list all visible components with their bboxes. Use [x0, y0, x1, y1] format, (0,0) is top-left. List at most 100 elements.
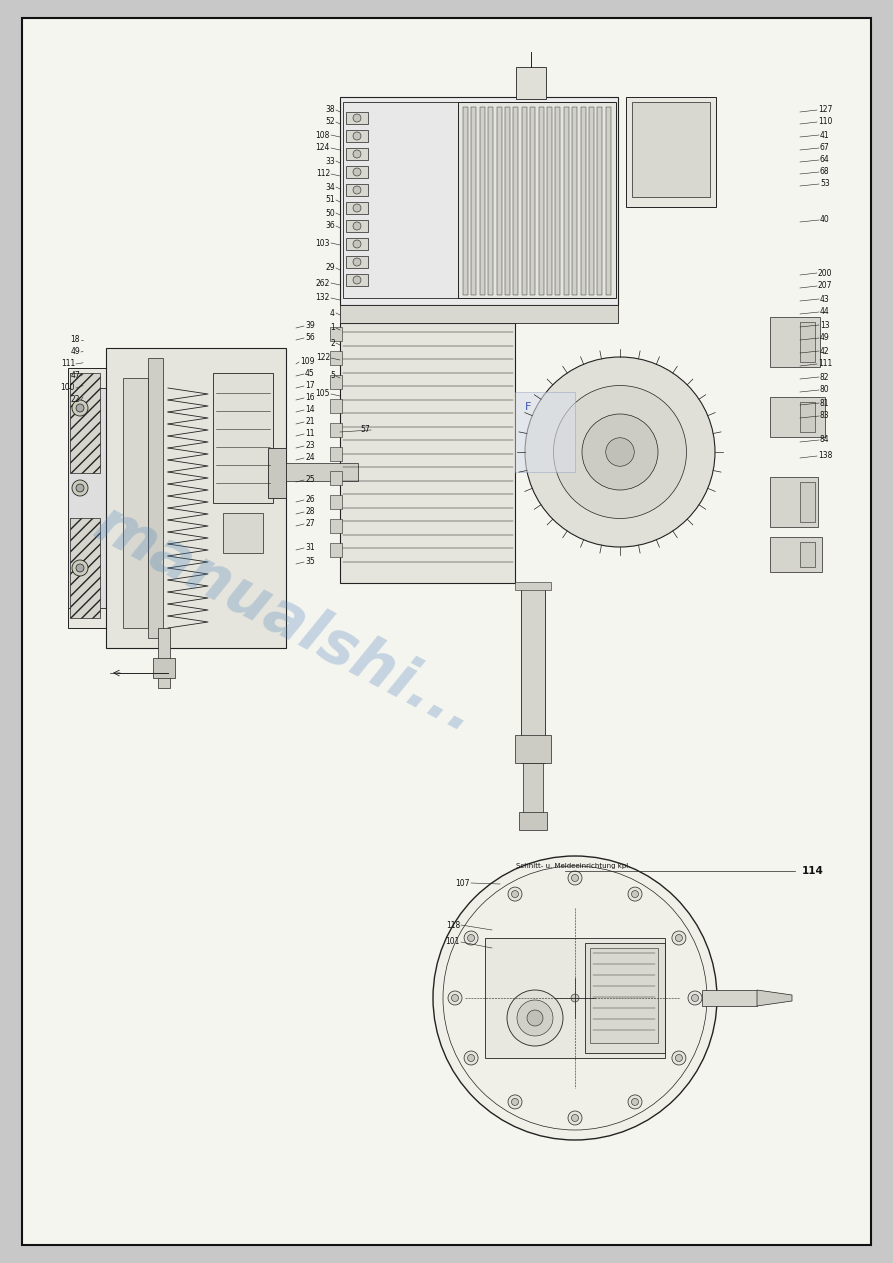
Circle shape — [512, 890, 519, 898]
Bar — [580, 107, 586, 296]
Text: 11: 11 — [305, 429, 314, 438]
Bar — [519, 812, 547, 830]
Text: 45: 45 — [305, 370, 314, 379]
Circle shape — [605, 438, 634, 466]
Circle shape — [691, 994, 698, 1002]
Text: 17: 17 — [305, 381, 314, 390]
Circle shape — [72, 400, 88, 416]
Bar — [800, 402, 815, 432]
Bar — [330, 495, 342, 509]
Bar — [521, 584, 545, 763]
Circle shape — [554, 385, 687, 519]
Bar — [770, 537, 822, 572]
Circle shape — [688, 991, 702, 1005]
Circle shape — [568, 1111, 582, 1125]
Text: 40: 40 — [820, 216, 830, 225]
Circle shape — [76, 484, 84, 493]
Bar — [572, 107, 577, 296]
Text: 118: 118 — [446, 921, 460, 930]
Bar — [770, 397, 825, 437]
Text: 36: 36 — [325, 221, 335, 231]
Bar — [485, 938, 665, 1058]
Bar — [800, 482, 815, 522]
Bar — [605, 107, 611, 296]
Bar — [590, 949, 658, 1043]
Bar — [148, 357, 163, 638]
Bar — [346, 130, 368, 141]
Bar — [213, 373, 273, 503]
Bar — [346, 165, 368, 178]
Text: Schnitt- u. Meldeeinrichtung kpl.: Schnitt- u. Meldeeinrichtung kpl. — [515, 863, 630, 869]
Bar — [346, 184, 368, 196]
Bar — [330, 423, 342, 437]
Circle shape — [517, 1000, 553, 1036]
Circle shape — [525, 357, 715, 547]
Bar — [278, 464, 358, 481]
Bar — [538, 107, 544, 296]
Text: 83: 83 — [820, 412, 830, 421]
Bar — [547, 107, 552, 296]
Text: 68: 68 — [820, 168, 830, 177]
Text: 138: 138 — [818, 451, 832, 461]
Bar — [463, 107, 468, 296]
Bar — [346, 220, 368, 232]
Text: 41: 41 — [820, 130, 830, 139]
Circle shape — [464, 1051, 478, 1065]
Text: 35: 35 — [305, 557, 314, 567]
Bar — [626, 97, 716, 207]
Bar — [346, 112, 368, 124]
Bar — [268, 448, 286, 498]
Bar — [497, 107, 502, 296]
Circle shape — [508, 887, 522, 901]
Bar — [330, 519, 342, 533]
Text: 42: 42 — [820, 346, 830, 355]
Text: F: F — [525, 402, 531, 412]
Text: 127: 127 — [818, 106, 832, 115]
Text: 21: 21 — [305, 418, 314, 427]
Text: 57: 57 — [360, 426, 370, 434]
Text: 29: 29 — [325, 264, 335, 273]
Bar — [515, 392, 575, 472]
Bar — [800, 542, 815, 567]
Circle shape — [76, 565, 84, 572]
Text: 56: 56 — [305, 333, 314, 342]
Bar — [515, 582, 551, 590]
Bar — [330, 447, 342, 461]
Bar — [488, 107, 493, 296]
Text: 22: 22 — [71, 395, 80, 404]
Bar — [123, 378, 148, 628]
Bar — [515, 735, 551, 763]
Circle shape — [468, 1055, 474, 1061]
Bar — [330, 543, 342, 557]
Circle shape — [631, 1099, 638, 1105]
Bar — [343, 102, 611, 298]
Text: 82: 82 — [820, 373, 830, 381]
Bar — [330, 375, 342, 389]
Text: 100: 100 — [61, 384, 75, 393]
Text: 111: 111 — [61, 360, 75, 369]
Bar — [770, 477, 818, 527]
Text: 38: 38 — [325, 106, 335, 115]
Bar — [346, 237, 368, 250]
Circle shape — [672, 1051, 686, 1065]
Circle shape — [508, 1095, 522, 1109]
Polygon shape — [757, 990, 792, 1007]
Text: 114: 114 — [802, 866, 824, 877]
Circle shape — [512, 1099, 519, 1105]
Text: 49: 49 — [71, 347, 80, 356]
Text: 43: 43 — [820, 294, 830, 303]
Circle shape — [353, 240, 361, 248]
Text: 33: 33 — [325, 157, 335, 165]
Bar — [585, 943, 665, 1053]
Circle shape — [353, 277, 361, 284]
Bar — [158, 628, 170, 688]
Bar — [340, 304, 618, 323]
Bar — [702, 990, 757, 1007]
Text: 112: 112 — [316, 169, 330, 178]
Circle shape — [72, 560, 88, 576]
Text: 262: 262 — [315, 279, 330, 288]
Circle shape — [353, 205, 361, 212]
Text: 4: 4 — [330, 308, 335, 317]
Circle shape — [72, 480, 88, 496]
Text: 26: 26 — [305, 495, 314, 504]
